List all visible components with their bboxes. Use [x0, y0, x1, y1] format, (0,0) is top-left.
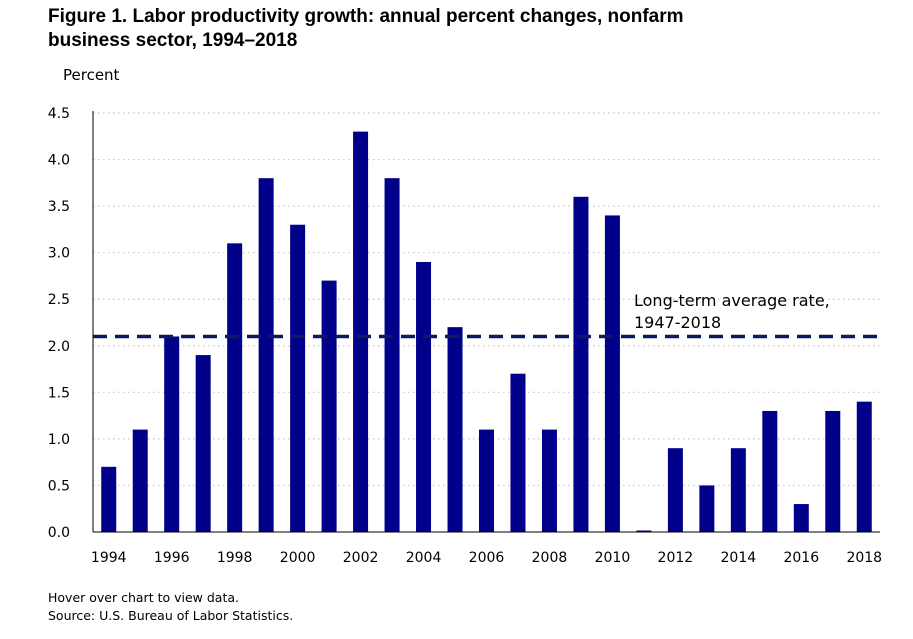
x-tick-label: 2018 [846, 550, 882, 566]
bar-2016[interactable] [793, 504, 809, 532]
chart-title: Figure 1. Labor productivity growth: ann… [48, 6, 684, 51]
bars [101, 131, 872, 533]
x-tick-label: 2010 [595, 550, 631, 566]
average-line-label-line1: Long-term average rate, [634, 291, 830, 310]
x-tick-label: 2000 [280, 550, 316, 566]
x-tick-label: 2014 [721, 550, 757, 566]
bar-2011[interactable] [636, 530, 652, 533]
y-tick-label: 3.0 [48, 246, 70, 262]
bar-2018[interactable] [856, 401, 872, 532]
x-tick-label: 2006 [469, 550, 505, 566]
source-note: Source: U.S. Bureau of Labor Statistics. [48, 608, 294, 623]
bar-2010[interactable] [604, 215, 620, 532]
bar-2009[interactable] [573, 196, 589, 533]
bar-2015[interactable] [762, 410, 778, 532]
y-tick-label: 1.5 [48, 385, 70, 401]
bar-2001[interactable] [321, 280, 337, 532]
bar-2008[interactable] [541, 429, 557, 532]
y-tick-label: 0.0 [48, 525, 70, 541]
bar-2002[interactable] [353, 131, 369, 532]
x-tick-label: 1998 [217, 550, 253, 566]
x-tick-label: 2002 [343, 550, 379, 566]
x-tick-labels: 1994 1996 1998 2000 2002 2004 2006 2008 2010 2012… [91, 550, 882, 566]
gridlines [93, 112, 880, 487]
hover-note: Hover over chart to view data. [48, 590, 239, 605]
bar-1995[interactable] [132, 429, 148, 532]
x-tick-label: 2016 [783, 550, 819, 566]
y-tick-label: 4.5 [48, 106, 70, 122]
y-tick-label: 2.5 [48, 292, 70, 308]
y-tick-label: 3.5 [48, 199, 70, 215]
y-tick-label: 2.0 [48, 339, 70, 355]
axes [92, 111, 880, 533]
bar-1994[interactable] [101, 466, 117, 532]
x-tick-label: 2004 [406, 550, 442, 566]
average-line-group: Long-term average rate, 1947-2018 [93, 291, 880, 339]
y-tick-labels: 0.0 0.5 1.0 1.5 2.0 2.5 3.0 3.5 4.0 4.5 [48, 106, 70, 541]
bar-1999[interactable] [258, 178, 274, 532]
bar-1996[interactable] [164, 336, 180, 532]
average-line-label-line2: 1947-2018 [634, 313, 721, 332]
chart-footer: Hover over chart to view data. Source: U… [48, 589, 293, 625]
y-axis-label: Percent [63, 66, 120, 84]
bar-2003[interactable] [384, 178, 400, 532]
bar-1998[interactable] [227, 243, 243, 532]
y-tick-label: 0.5 [48, 478, 70, 494]
bar-2013[interactable] [699, 485, 715, 532]
bar-2007[interactable] [510, 373, 526, 532]
bar-2012[interactable] [667, 448, 683, 532]
x-tick-label: 1996 [154, 550, 190, 566]
bar-2004[interactable] [416, 261, 432, 532]
bar-2005[interactable] [447, 327, 463, 532]
y-tick-label: 4.0 [48, 153, 70, 169]
bar-2014[interactable] [730, 448, 746, 532]
x-tick-label: 2008 [532, 550, 568, 566]
bar-2017[interactable] [825, 410, 841, 532]
bar-2006[interactable] [479, 429, 494, 532]
x-tick-label: 2012 [658, 550, 694, 566]
bar-2000[interactable] [290, 224, 306, 532]
bar-1997[interactable] [195, 355, 211, 532]
x-tick-label: 1994 [91, 550, 127, 566]
y-tick-label: 1.0 [48, 432, 70, 448]
